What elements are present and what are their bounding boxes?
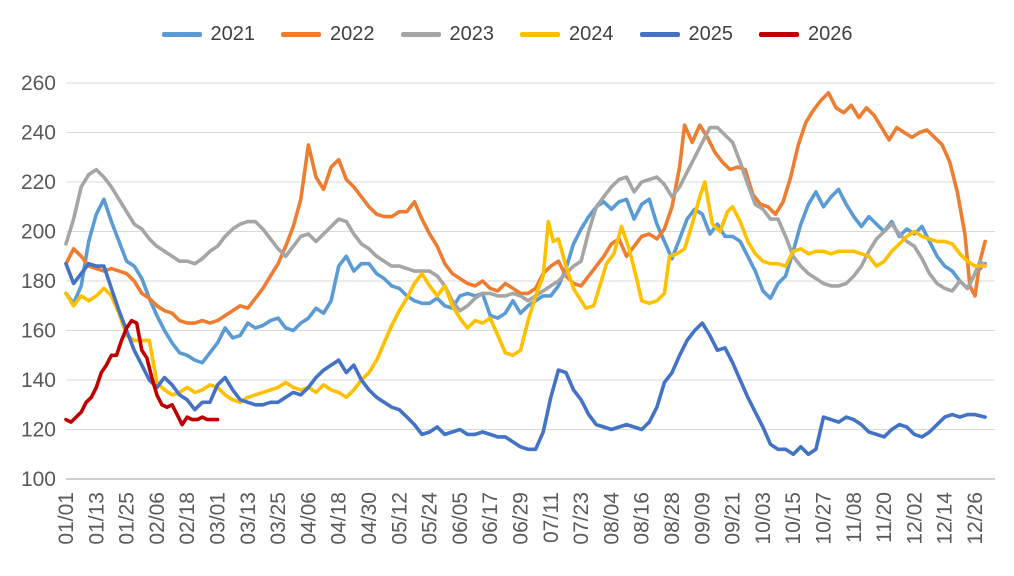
legend-line-swatch <box>759 31 799 37</box>
x-axis-tick-label: 03/01 <box>207 492 230 545</box>
x-axis-tick-label: 03/25 <box>267 492 290 545</box>
chart-legend: 2021 2022 2023 2024 2025 2026 <box>0 24 1014 44</box>
y-axis-tick-label: 180 <box>21 270 56 293</box>
x-axis-tick-label: 06/29 <box>510 492 533 545</box>
x-axis-tick-label: 04/30 <box>358 492 381 545</box>
legend-label: 2026 <box>808 23 853 45</box>
x-axis-tick-label: 08/16 <box>631 492 654 545</box>
legend-item-2023: 2023 <box>400 23 495 45</box>
legend-line-swatch <box>400 31 441 37</box>
legend-item-2022: 2022 <box>281 24 375 44</box>
x-axis-tick-label: 07/23 <box>570 492 593 545</box>
x-axis-tick-label: 04/18 <box>328 492 351 545</box>
x-axis-tick-label: 09/09 <box>691 492 714 545</box>
legend-label: 2022 <box>330 23 375 45</box>
x-axis-tick-label: 04/06 <box>297 492 320 545</box>
legend-label: 2021 <box>210 23 256 45</box>
x-axis-tick-label: 06/05 <box>449 492 472 545</box>
x-axis-tick-label: 12/26 <box>964 492 987 545</box>
x-axis-tick-label: 05/12 <box>388 492 411 545</box>
y-axis-tick-label: 260 <box>21 72 56 95</box>
y-axis-tick-label: 220 <box>21 171 56 194</box>
series-line-2023 <box>64 125 987 313</box>
x-axis-tick-label: 03/13 <box>237 492 260 545</box>
x-axis-tick-label: 02/18 <box>176 492 199 545</box>
x-axis-tick-label: 11/08 <box>843 492 866 543</box>
series-line-2022 <box>64 91 987 325</box>
x-axis-tick-label: 08/28 <box>661 492 684 545</box>
legend-item-2021: 2021 <box>161 23 256 45</box>
x-axis-tick-label: 10/15 <box>782 492 805 545</box>
legend-line-swatch <box>639 31 680 37</box>
x-axis-tick-label: 10/27 <box>813 492 836 545</box>
legend-label: 2024 <box>569 23 614 45</box>
x-axis-tick-label: 07/11 <box>540 492 563 543</box>
x-axis-tick-label: 01/01 <box>55 492 78 545</box>
x-axis-tick-label: 12/14 <box>934 492 957 545</box>
x-axis-tick-label: 09/21 <box>722 492 745 545</box>
legend-item-2026: 2026 <box>759 24 853 44</box>
legend-line-swatch <box>520 31 560 37</box>
series-line-2024 <box>64 180 987 405</box>
y-axis-tick-label: 120 <box>21 419 56 442</box>
y-axis-tick-label: 140 <box>21 369 56 392</box>
x-axis-tick-label: 01/13 <box>85 492 108 545</box>
legend-item-2024: 2024 <box>520 24 614 44</box>
x-axis-tick-label: 08/04 <box>600 492 623 545</box>
x-axis-tick-label: 02/06 <box>146 492 169 545</box>
legend-line-swatch <box>281 31 321 37</box>
y-axis-tick-label: 200 <box>21 221 56 244</box>
x-axis-tick-label: 11/20 <box>873 492 896 543</box>
y-axis-tick-label: 240 <box>21 122 56 145</box>
x-axis-tick-label: 10/03 <box>752 492 775 545</box>
y-axis-tick-label: 160 <box>21 320 56 343</box>
x-axis-tick-label: 12/02 <box>903 492 926 545</box>
x-axis-tick-label: 01/25 <box>116 492 139 545</box>
x-axis-tick-label: 06/17 <box>479 492 502 545</box>
x-axis-tick-label: 05/24 <box>419 492 442 545</box>
series-line-2026 <box>64 318 220 427</box>
series-line-2025 <box>64 261 987 457</box>
legend-label: 2025 <box>688 23 734 45</box>
legend-line-swatch <box>161 31 202 37</box>
y-axis-tick-label: 100 <box>21 468 56 491</box>
series-line-2021 <box>64 187 987 365</box>
legend-label: 2023 <box>449 23 495 45</box>
legend-item-2025: 2025 <box>639 23 734 45</box>
